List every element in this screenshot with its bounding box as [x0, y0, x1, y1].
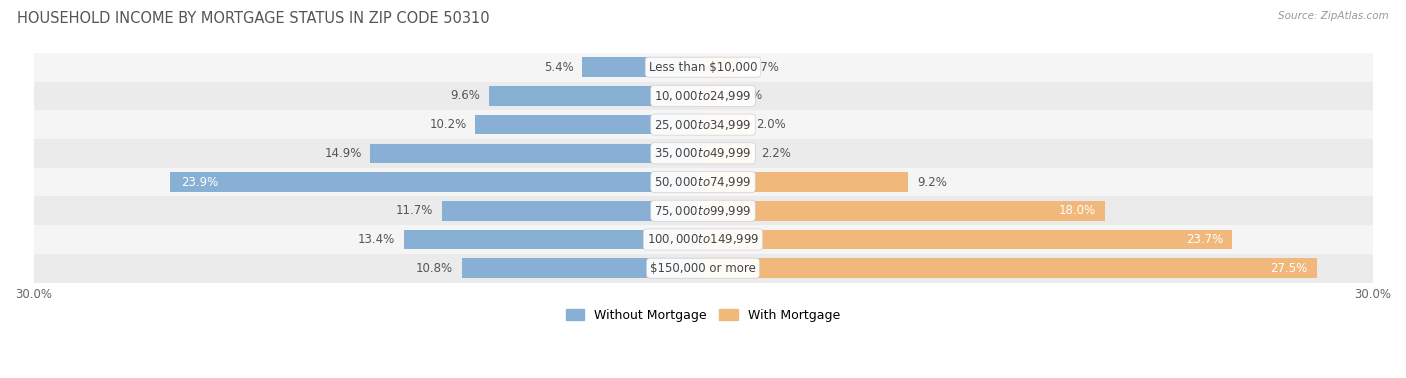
- Bar: [703, 172, 908, 192]
- Text: 23.9%: 23.9%: [181, 175, 218, 189]
- Legend: Without Mortgage, With Mortgage: Without Mortgage, With Mortgage: [561, 304, 845, 327]
- Bar: [170, 172, 703, 192]
- Text: 2.2%: 2.2%: [761, 147, 792, 160]
- Text: $35,000 to $49,999: $35,000 to $49,999: [654, 146, 752, 160]
- Text: 10.2%: 10.2%: [429, 118, 467, 131]
- Text: $100,000 to $149,999: $100,000 to $149,999: [647, 232, 759, 246]
- Bar: [703, 57, 741, 77]
- Text: 13.4%: 13.4%: [357, 233, 395, 246]
- Text: 23.7%: 23.7%: [1185, 233, 1223, 246]
- Text: Less than $10,000: Less than $10,000: [648, 60, 758, 74]
- Bar: [371, 144, 703, 163]
- Text: 2.0%: 2.0%: [756, 118, 786, 131]
- Text: 18.0%: 18.0%: [1059, 204, 1095, 217]
- Text: $50,000 to $74,999: $50,000 to $74,999: [654, 175, 752, 189]
- Bar: [703, 86, 717, 105]
- Bar: [34, 53, 1372, 82]
- Text: $25,000 to $34,999: $25,000 to $34,999: [654, 118, 752, 132]
- Bar: [703, 115, 748, 134]
- Bar: [34, 139, 1372, 168]
- Text: HOUSEHOLD INCOME BY MORTGAGE STATUS IN ZIP CODE 50310: HOUSEHOLD INCOME BY MORTGAGE STATUS IN Z…: [17, 11, 489, 26]
- Text: 9.6%: 9.6%: [450, 89, 479, 102]
- Text: 11.7%: 11.7%: [395, 204, 433, 217]
- Bar: [34, 168, 1372, 197]
- Text: $10,000 to $24,999: $10,000 to $24,999: [654, 89, 752, 103]
- Bar: [582, 57, 703, 77]
- Bar: [489, 86, 703, 105]
- Bar: [34, 110, 1372, 139]
- Text: $75,000 to $99,999: $75,000 to $99,999: [654, 204, 752, 218]
- Text: 14.9%: 14.9%: [325, 147, 361, 160]
- Text: 10.8%: 10.8%: [416, 262, 453, 275]
- Text: 5.4%: 5.4%: [544, 60, 574, 74]
- Bar: [34, 197, 1372, 225]
- Text: Source: ZipAtlas.com: Source: ZipAtlas.com: [1278, 11, 1389, 21]
- Bar: [34, 254, 1372, 282]
- Bar: [703, 230, 1232, 249]
- Text: $150,000 or more: $150,000 or more: [650, 262, 756, 275]
- Bar: [441, 201, 703, 220]
- Bar: [703, 201, 1105, 220]
- Bar: [463, 259, 703, 278]
- Bar: [34, 225, 1372, 254]
- Text: 1.7%: 1.7%: [749, 60, 780, 74]
- Text: 27.5%: 27.5%: [1271, 262, 1308, 275]
- Text: 0.61%: 0.61%: [725, 89, 763, 102]
- Bar: [475, 115, 703, 134]
- Bar: [34, 82, 1372, 110]
- Bar: [703, 259, 1316, 278]
- Bar: [404, 230, 703, 249]
- Bar: [703, 144, 752, 163]
- Text: 9.2%: 9.2%: [917, 175, 948, 189]
